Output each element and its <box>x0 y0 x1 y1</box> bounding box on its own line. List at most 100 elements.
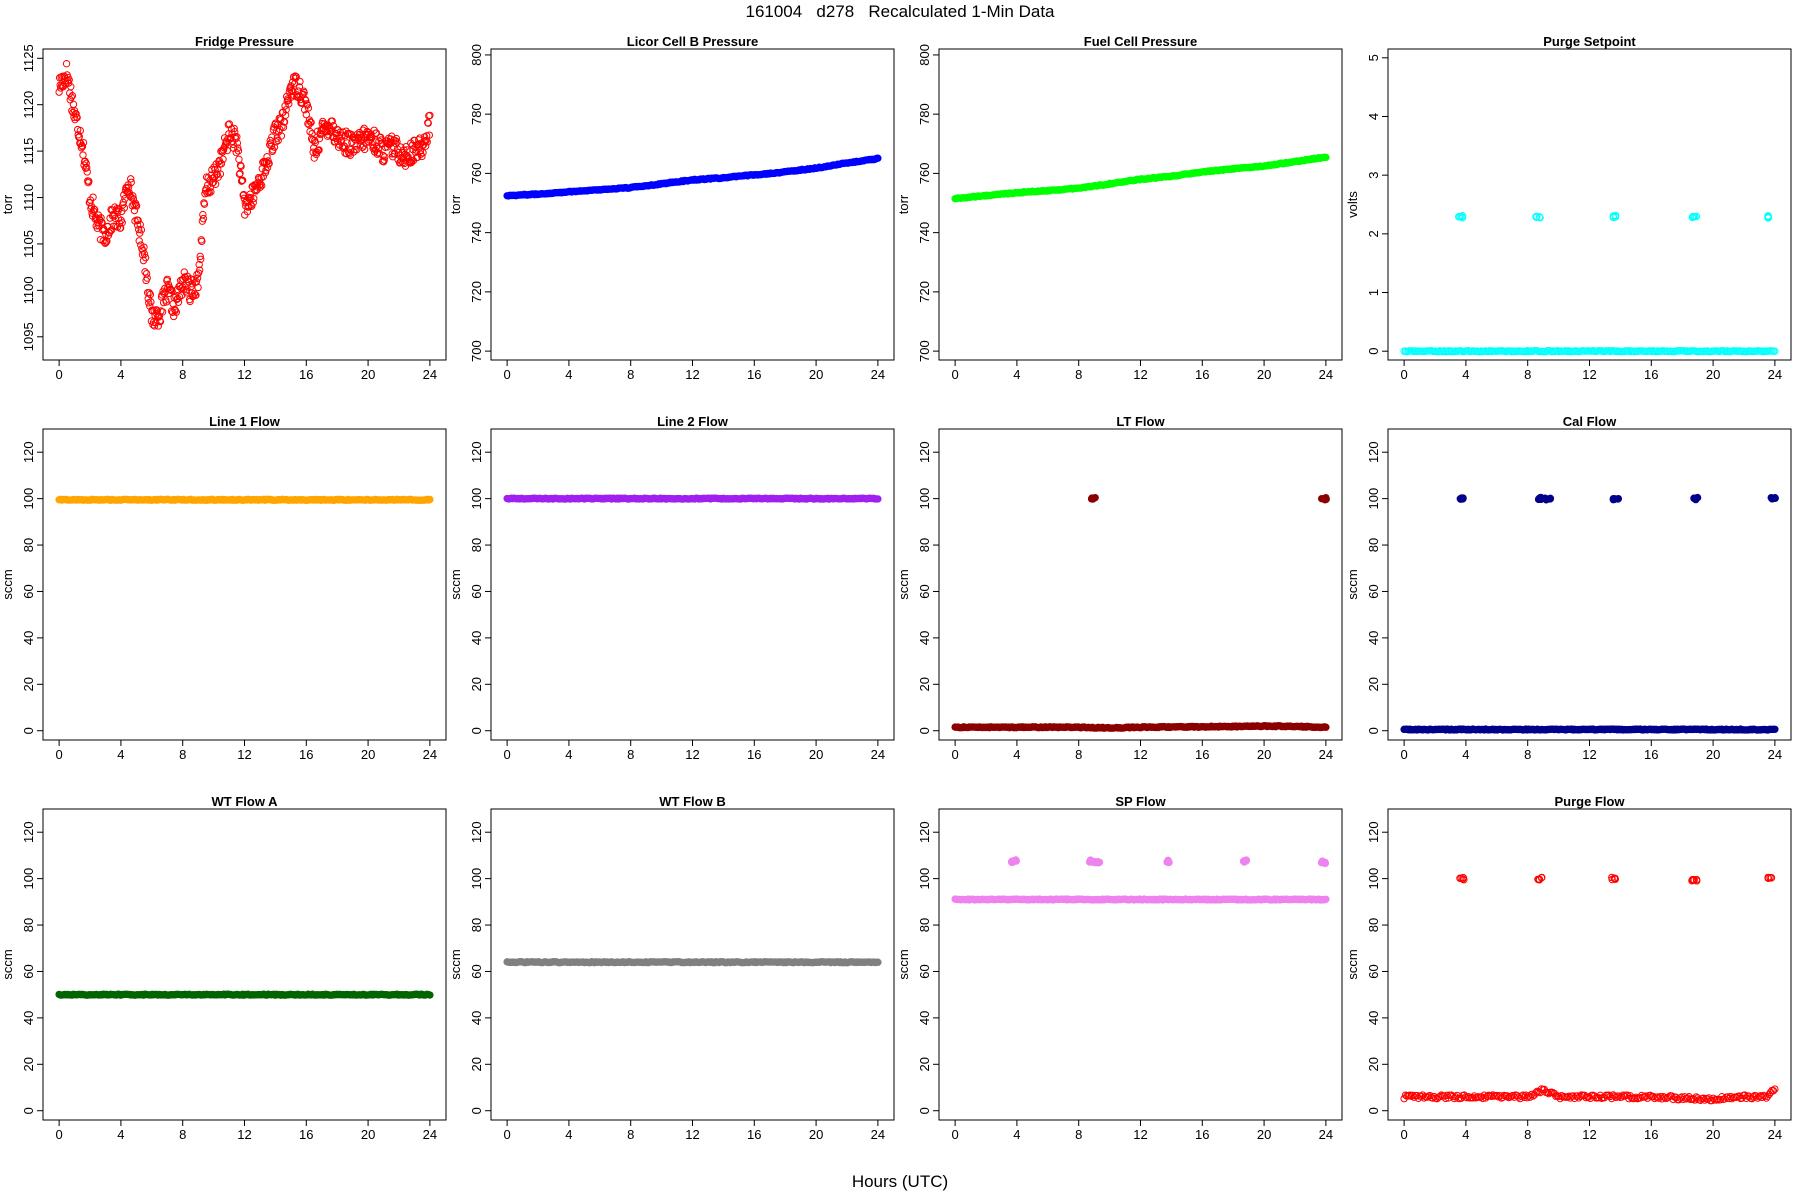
data-point <box>227 133 235 142</box>
data-point <box>1459 495 1467 503</box>
data-point <box>1761 1092 1769 1100</box>
data-point <box>310 154 318 162</box>
plot-frame <box>1387 48 1792 361</box>
panel-10: SP Flow sccm 0 4 8 12 16 20 24 0 20 40 60 80 100 120 <box>896 794 1343 1142</box>
y-tick-label: 0 <box>1366 1107 1381 1114</box>
data-point <box>360 145 369 154</box>
data-point <box>211 180 220 188</box>
x-tick-label: 12 <box>1582 1127 1596 1142</box>
y-tick-label: 20 <box>917 1057 932 1071</box>
y-tick-label: 700 <box>469 340 484 362</box>
data-point <box>237 162 245 171</box>
y-axis-label: torr <box>0 194 15 214</box>
x-tick-label: 8 <box>627 1127 634 1142</box>
x-tick-label: 0 <box>952 747 959 762</box>
data-point <box>249 198 257 207</box>
data-point <box>1769 1087 1778 1095</box>
y-tick-label: 60 <box>917 584 932 598</box>
y-tick-label: 40 <box>917 1011 932 1025</box>
data-point <box>267 142 275 150</box>
y-tick-label: 60 <box>1366 584 1381 598</box>
data-point <box>281 102 289 110</box>
data-point <box>380 156 388 164</box>
panel-title: Fridge Pressure <box>195 34 294 49</box>
data-point <box>425 131 434 139</box>
y-tick-label: 0 <box>469 727 484 734</box>
x-tick-label: 8 <box>1524 367 1531 382</box>
data-point <box>145 289 153 297</box>
data-point <box>1532 1088 1540 1097</box>
x-tick-label: 4 <box>1013 747 1020 762</box>
y-tick-label: 100 <box>21 488 36 510</box>
data-point <box>1764 874 1772 882</box>
data-point <box>426 495 434 504</box>
x-tick-label: 16 <box>1644 1127 1658 1142</box>
data-point <box>372 129 381 137</box>
y-tick-label: 5 <box>1366 54 1381 61</box>
y-tick-label: 740 <box>469 222 484 244</box>
x-tick-label: 20 <box>809 367 823 382</box>
data-point <box>302 96 310 105</box>
data-point <box>1463 1093 1471 1102</box>
data-point <box>219 155 227 163</box>
data-point <box>1464 347 1473 355</box>
data-point <box>393 138 401 146</box>
plot-frame <box>490 48 895 361</box>
data-point <box>72 110 80 118</box>
data-point <box>1317 494 1326 503</box>
data-point <box>83 163 91 172</box>
data-point <box>381 153 389 161</box>
data-point <box>156 317 165 326</box>
data-point <box>243 207 252 216</box>
data-point <box>68 92 77 100</box>
data-point <box>419 149 427 157</box>
data-point <box>423 138 431 146</box>
y-tick-label: 700 <box>917 340 932 362</box>
data-point <box>62 59 71 68</box>
y-tick-label: 60 <box>21 584 36 598</box>
data-point <box>1764 212 1772 220</box>
y-tick-label: 2 <box>1366 230 1381 237</box>
x-tick-label: 24 <box>423 367 437 382</box>
data-point <box>129 195 138 203</box>
data-point <box>316 130 325 139</box>
data-point <box>1555 1092 1563 1101</box>
y-tick-label: 80 <box>469 538 484 552</box>
x-tick-label: 8 <box>627 747 634 762</box>
y-tick-label: 60 <box>469 964 484 978</box>
x-tick-label: 24 <box>1319 747 1333 762</box>
data-point <box>279 123 288 132</box>
data-points <box>503 154 882 200</box>
data-point <box>288 93 296 101</box>
y-tick-label: 80 <box>1366 538 1381 552</box>
x-tick-label: 16 <box>1644 367 1658 382</box>
panel-title: Purge Setpoint <box>1543 34 1636 49</box>
data-point <box>1401 1091 1410 1099</box>
data-point <box>66 89 74 97</box>
data-point <box>217 160 226 168</box>
plot-frame <box>42 428 447 741</box>
y-tick-label: 100 <box>1366 868 1381 890</box>
data-point <box>174 298 183 306</box>
y-tick-label: 100 <box>21 868 36 890</box>
x-tick-label: 16 <box>747 367 761 382</box>
data-point <box>192 291 200 299</box>
x-tick-label: 8 <box>1075 747 1082 762</box>
data-point <box>55 88 63 96</box>
y-tick-label: 60 <box>917 964 932 978</box>
x-tick-label: 20 <box>361 1127 375 1142</box>
data-point <box>208 165 216 174</box>
data-point <box>134 216 142 225</box>
data-point <box>295 83 304 91</box>
data-point <box>1429 1094 1437 1102</box>
data-point <box>1688 876 1697 884</box>
x-tick-label: 20 <box>809 1127 823 1142</box>
y-tick-label: 120 <box>469 441 484 463</box>
data-point <box>1611 213 1620 221</box>
data-point <box>127 178 135 187</box>
x-tick-label: 0 <box>952 367 959 382</box>
data-point <box>129 192 137 200</box>
data-point <box>329 122 338 130</box>
data-point <box>232 134 240 143</box>
data-point <box>1439 347 1447 356</box>
